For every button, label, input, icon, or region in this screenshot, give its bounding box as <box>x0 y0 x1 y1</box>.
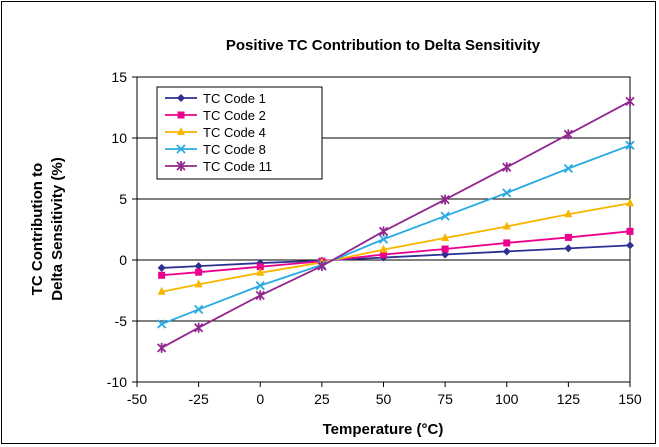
y-axis: -10 -5 0 5 10 15 <box>107 69 137 390</box>
series-1 <box>157 241 634 272</box>
marker-square <box>503 239 511 247</box>
marker-x <box>440 211 450 221</box>
x-tick-label: 150 <box>618 391 642 407</box>
marker-diamond <box>177 94 185 102</box>
marker-triangle <box>177 127 185 135</box>
marker-stroke <box>193 304 204 315</box>
marker-square <box>256 263 264 271</box>
marker-triangle <box>441 233 450 242</box>
x-tick-label: 50 <box>376 391 392 407</box>
legend-entry: TC Code 2 <box>165 108 266 123</box>
marker-stroke <box>563 163 574 174</box>
marker-x <box>255 280 265 291</box>
x-tick-label: 25 <box>314 391 330 407</box>
y-tick-label: 5 <box>119 191 127 207</box>
marker-diamond <box>194 262 203 271</box>
series-line <box>161 230 631 277</box>
series-line <box>161 244 631 269</box>
marker-square <box>380 251 387 259</box>
marker-stroke <box>378 234 389 244</box>
series-3 <box>157 198 634 295</box>
marker-square <box>626 227 634 235</box>
marker-square <box>195 268 203 276</box>
legend-entry: TC Code 4 <box>165 125 266 140</box>
marker-diamond <box>564 244 573 253</box>
y-tick-label: 0 <box>119 252 127 268</box>
x-tick-label: 100 <box>495 391 519 407</box>
legend-label: TC Code 2 <box>203 108 266 123</box>
marker-star <box>176 161 186 171</box>
marker-x <box>378 234 389 244</box>
marker-triangle <box>256 267 265 276</box>
x-tick-label: 0 <box>256 391 264 407</box>
y-tick-label: 10 <box>111 130 127 146</box>
series-line <box>161 202 631 293</box>
marker-stroke <box>502 188 512 198</box>
marker-star <box>625 96 635 107</box>
legend-entry: TC Code 11 <box>165 159 272 174</box>
marker-triangle <box>502 221 511 230</box>
legend-entry: TC Code 1 <box>165 91 266 106</box>
x-tick-label: -50 <box>127 391 147 407</box>
legend-entry: TC Code 8 <box>165 142 266 157</box>
marker-star <box>193 322 204 333</box>
marker-star <box>502 162 512 173</box>
series-5 <box>157 96 635 353</box>
legend-label: TC Code 11 <box>203 159 272 174</box>
marker-diamond <box>626 241 634 250</box>
x-tick-label: 75 <box>437 391 453 407</box>
marker-x <box>157 319 167 329</box>
marker-stroke <box>255 280 265 291</box>
marker-triangle <box>194 279 203 288</box>
marker-stroke <box>157 319 167 329</box>
x-axis: -50 -25 0 25 50 75 100 125 150 <box>127 382 642 407</box>
marker-x <box>625 140 635 150</box>
y-tick-label: -10 <box>107 374 127 390</box>
x-tick-label: 125 <box>557 391 581 407</box>
chart-title: Positive TC Contribution to Delta Sensit… <box>226 37 541 54</box>
marker-triangle <box>564 209 573 218</box>
marker-triangle <box>379 244 388 253</box>
marker-square <box>441 245 449 253</box>
marker-star <box>255 290 265 301</box>
marker-triangle <box>157 286 166 295</box>
marker-star <box>317 261 327 272</box>
marker-square <box>564 233 572 241</box>
marker-x <box>563 163 574 174</box>
x-axis-label: Temperature (°C) <box>323 421 444 438</box>
marker-stroke <box>176 144 186 154</box>
x-tick-label: -25 <box>189 391 209 407</box>
marker-x <box>193 304 204 315</box>
series-group <box>157 96 635 353</box>
marker-diamond <box>502 247 511 256</box>
marker-star <box>157 342 167 353</box>
y-axis-label-line-2: Delta Sensitivity (%) <box>49 157 66 300</box>
y-tick-label: -5 <box>115 313 128 329</box>
marker-x <box>176 144 186 154</box>
marker-star <box>378 226 389 237</box>
marker-stroke <box>625 140 635 150</box>
marker-x <box>502 188 512 198</box>
marker-diamond <box>157 263 166 272</box>
marker-stroke <box>440 211 450 221</box>
marker-square <box>177 111 185 119</box>
y-tick-label: 15 <box>111 69 127 85</box>
marker-star <box>440 194 450 205</box>
y-axis-label-line-1: TC Contribution to <box>29 163 46 295</box>
marker-square <box>158 271 166 279</box>
legend-label: TC Code 4 <box>203 125 266 140</box>
legend-label: TC Code 1 <box>203 91 266 106</box>
marker-star <box>563 129 574 140</box>
marker-triangle <box>626 198 634 207</box>
legend-label: TC Code 8 <box>203 142 266 157</box>
legend: TC Code 1 TC Code 2 TC Code 4 TC Code 8 TC C… <box>156 86 323 180</box>
